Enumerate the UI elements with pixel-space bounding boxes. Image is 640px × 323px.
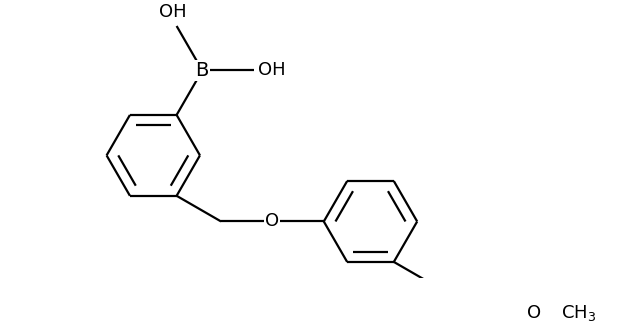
Text: CH$_3$: CH$_3$ (561, 303, 596, 323)
Text: O: O (266, 213, 280, 231)
Text: O: O (527, 304, 541, 322)
Text: B: B (196, 61, 209, 80)
Text: OH: OH (159, 3, 187, 21)
Text: OH: OH (259, 61, 286, 79)
